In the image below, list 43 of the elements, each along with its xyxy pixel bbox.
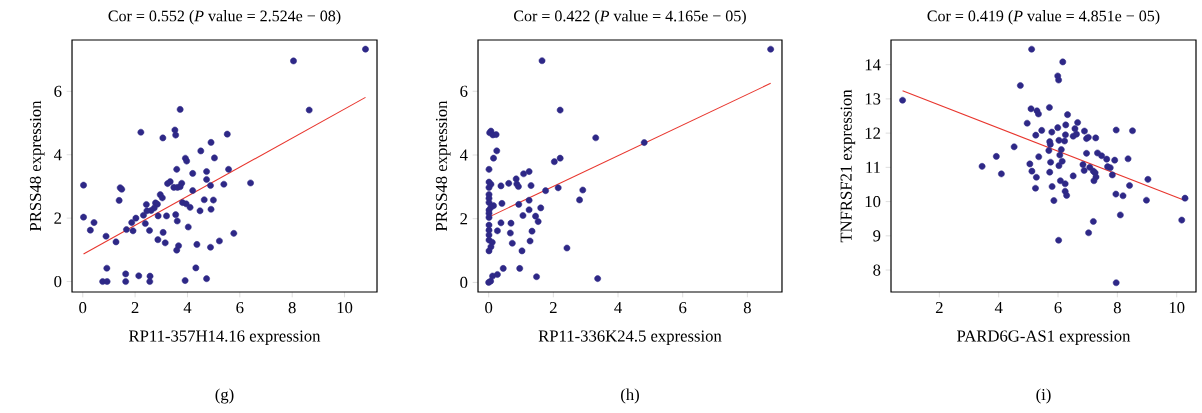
x-tick-label: 6 (1054, 302, 1062, 314)
y-axis-title: PRSS48 expression (435, 100, 451, 232)
x-tick-label: 4 (614, 302, 622, 313)
text: (g) (215, 388, 234, 404)
y-tick-label: 6 (460, 85, 468, 97)
x-tick-label: 4 (994, 302, 1003, 313)
y-tick-label: 8 (873, 264, 881, 276)
y-tick-label: 13 (865, 93, 881, 105)
x-axis-title: RP11-336K24.5 expression (538, 330, 722, 346)
y-tick-label: 0 (54, 275, 62, 288)
y-tick-label: 10 (865, 195, 881, 208)
y-tick-label: 2 (54, 212, 62, 224)
y-tick-label: 11 (866, 161, 880, 173)
text: (i) (1036, 388, 1051, 404)
x-tick-label: 10 (337, 302, 353, 314)
x-tick-label: 0 (485, 302, 493, 314)
chart-title: Cor = 0.422 (P value = 4.165e − 05) (514, 10, 746, 25)
y-axis-title: PRSS48 expression (29, 100, 45, 232)
x-tick-label: 0 (79, 302, 87, 314)
y-tick-label: 4 (53, 149, 62, 161)
x-tick-label: 10 (1169, 302, 1185, 314)
x-tick-label: 6 (679, 302, 687, 314)
x-tick-label: 4 (183, 302, 192, 313)
x-tick-label: 2 (935, 302, 943, 314)
chart-title: Cor = 0.552 (P value = 2.524e − 08) (108, 10, 341, 25)
x-axis-title: PARD6G-AS1 expression (957, 330, 1131, 346)
chart-title: Cor = 0.419 (P value = 4.851e − 05) (927, 10, 1160, 25)
y-tick-label: 12 (865, 127, 881, 139)
y-tick-label: 4 (459, 149, 468, 161)
x-tick-label: 8 (743, 302, 751, 314)
y-tick-label: 9 (873, 230, 881, 242)
y-tick-label: 2 (460, 213, 468, 225)
y-tick-label: 0 (460, 276, 468, 289)
x-axis-title: RP11-357H14.16 expression (129, 330, 321, 346)
y-tick-label: 14 (865, 59, 881, 71)
text: (h) (621, 388, 639, 404)
y-tick-label: 6 (54, 85, 62, 97)
y-axis-title: TNFRSF21 expression (840, 89, 856, 243)
x-tick-label: 2 (131, 302, 139, 314)
x-tick-label: 8 (288, 302, 296, 314)
x-tick-label: 6 (236, 302, 244, 314)
x-tick-label: 8 (1113, 302, 1121, 314)
x-tick-label: 2 (549, 302, 557, 314)
